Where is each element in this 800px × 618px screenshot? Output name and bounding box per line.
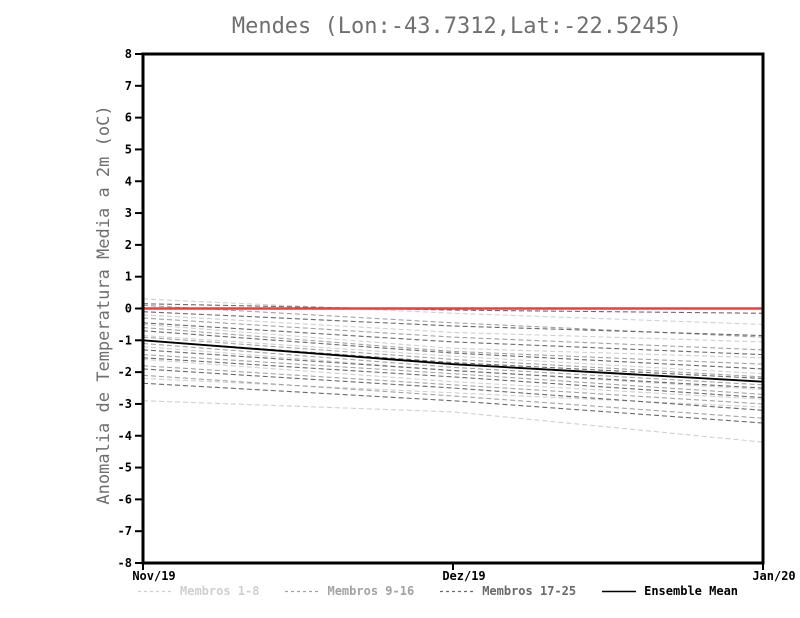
y-tick-label: 0 xyxy=(125,302,132,316)
member-line-group2 xyxy=(142,336,764,378)
member-line-group3 xyxy=(142,303,764,314)
legend-item: Ensemble Mean xyxy=(602,584,738,598)
y-tick-label: -5 xyxy=(118,461,132,475)
y-tick-label: 4 xyxy=(125,174,132,188)
member-line-group2 xyxy=(142,304,764,338)
member-line-group1 xyxy=(142,323,764,359)
member-line-group3 xyxy=(142,330,764,370)
member-line-group3 xyxy=(142,322,764,356)
member-line-group1 xyxy=(142,314,764,343)
legend: Membros 1-8 Membros 9-16 Membros 17-25 Ense… xyxy=(138,584,738,598)
member-line-group1 xyxy=(142,298,764,325)
y-tick-label: 3 xyxy=(125,206,132,220)
y-tick-label: -2 xyxy=(118,365,132,379)
y-tick-label: 1 xyxy=(125,270,132,284)
legend-item: Membros 17-25 xyxy=(440,584,576,598)
legend-item: Membros 1-8 xyxy=(138,584,259,598)
y-tick-label: 2 xyxy=(125,238,132,252)
y-tick-label: -4 xyxy=(118,429,132,443)
legend-dashed-line-icon xyxy=(285,590,320,592)
legend-dashed-line-icon xyxy=(440,590,475,592)
member-line-group1 xyxy=(142,400,764,443)
chart-title: Mendes (Lon:-43.7312,Lat:-22.5245) xyxy=(231,14,683,39)
ensemble-mean-line xyxy=(142,339,764,383)
member-line-group2 xyxy=(142,317,764,351)
legend-dashed-line-icon xyxy=(138,590,172,592)
y-tick-label: -7 xyxy=(118,524,132,538)
y-tick-label: 5 xyxy=(125,142,132,156)
x-tick-label: Nov/19 xyxy=(132,569,175,583)
x-tick-label: Jan/20 xyxy=(752,569,795,583)
legend-label: Ensemble Mean xyxy=(644,584,739,598)
x-tick-label: Dez/19 xyxy=(442,569,485,583)
member-line-group3 xyxy=(142,368,764,411)
legend-solid-line-icon xyxy=(602,590,637,592)
y-tick-label: 8 xyxy=(125,47,132,61)
y-tick-label: -8 xyxy=(118,556,132,570)
legend-label: Membros 1-8 xyxy=(180,584,260,598)
member-line-group2 xyxy=(142,327,764,365)
member-line-group3 xyxy=(142,339,764,380)
y-tick-label: -6 xyxy=(118,492,132,506)
legend-label: Membros 17-25 xyxy=(482,584,577,598)
y-tick-label: 7 xyxy=(125,79,132,93)
y-tick-label: 6 xyxy=(125,111,132,125)
y-tick-label: -3 xyxy=(118,397,132,411)
legend-label: Membros 9-16 xyxy=(327,584,415,598)
legend-item: Membros 9-16 xyxy=(285,584,414,598)
y-tick-label: -1 xyxy=(118,333,132,347)
member-line-group3 xyxy=(142,311,764,337)
member-line-group2 xyxy=(142,374,764,419)
